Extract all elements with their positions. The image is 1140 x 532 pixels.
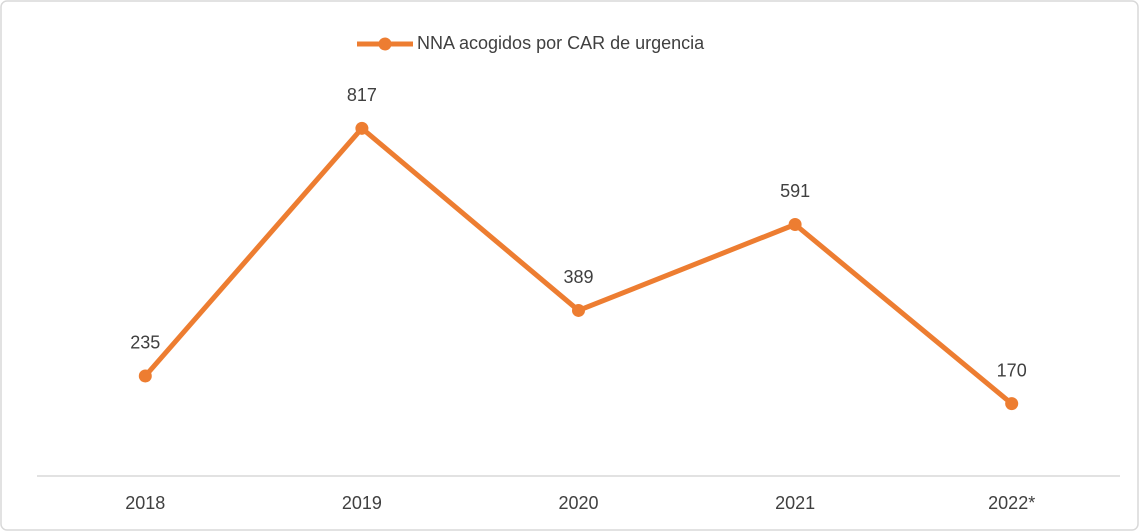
x-tick-label: 2018 [125, 493, 165, 513]
x-tick-label: 2020 [558, 493, 598, 513]
marker [355, 121, 369, 135]
marker [572, 303, 585, 317]
data-label: 235 [130, 333, 160, 353]
x-tick-label: 2019 [342, 493, 382, 513]
marker [1005, 397, 1019, 411]
data-label: 170 [997, 360, 1027, 380]
data-label: 817 [347, 85, 377, 105]
legend-marker [378, 37, 392, 51]
x-tick-label: 2021 [775, 493, 815, 513]
legend-label: NNA acogidos por CAR de urgencia [417, 33, 705, 53]
marker [138, 369, 152, 383]
data-label: 591 [780, 181, 810, 201]
marker [788, 217, 802, 231]
x-tick-label: 2022* [988, 493, 1035, 513]
data-label: 389 [563, 267, 593, 287]
